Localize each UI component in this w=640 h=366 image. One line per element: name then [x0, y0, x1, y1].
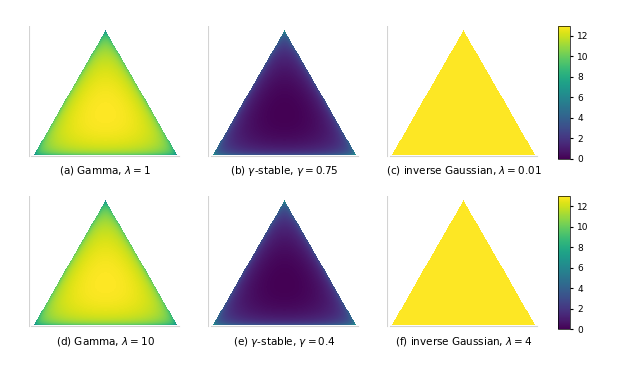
- Text: (c) inverse Gaussian, $\lambda = 0.01$: (c) inverse Gaussian, $\lambda = 0.01$: [386, 164, 541, 177]
- Text: (f) inverse Gaussian, $\lambda = 4$: (f) inverse Gaussian, $\lambda = 4$: [395, 335, 532, 348]
- Text: (b) $\gamma$-stable, $\gamma = 0.75$: (b) $\gamma$-stable, $\gamma = 0.75$: [230, 164, 339, 178]
- Text: (a) Gamma, $\lambda = 1$: (a) Gamma, $\lambda = 1$: [59, 164, 151, 177]
- Text: (e) $\gamma$-stable, $\gamma = 0.4$: (e) $\gamma$-stable, $\gamma = 0.4$: [233, 335, 336, 349]
- Text: (d) Gamma, $\lambda = 10$: (d) Gamma, $\lambda = 10$: [56, 335, 154, 348]
